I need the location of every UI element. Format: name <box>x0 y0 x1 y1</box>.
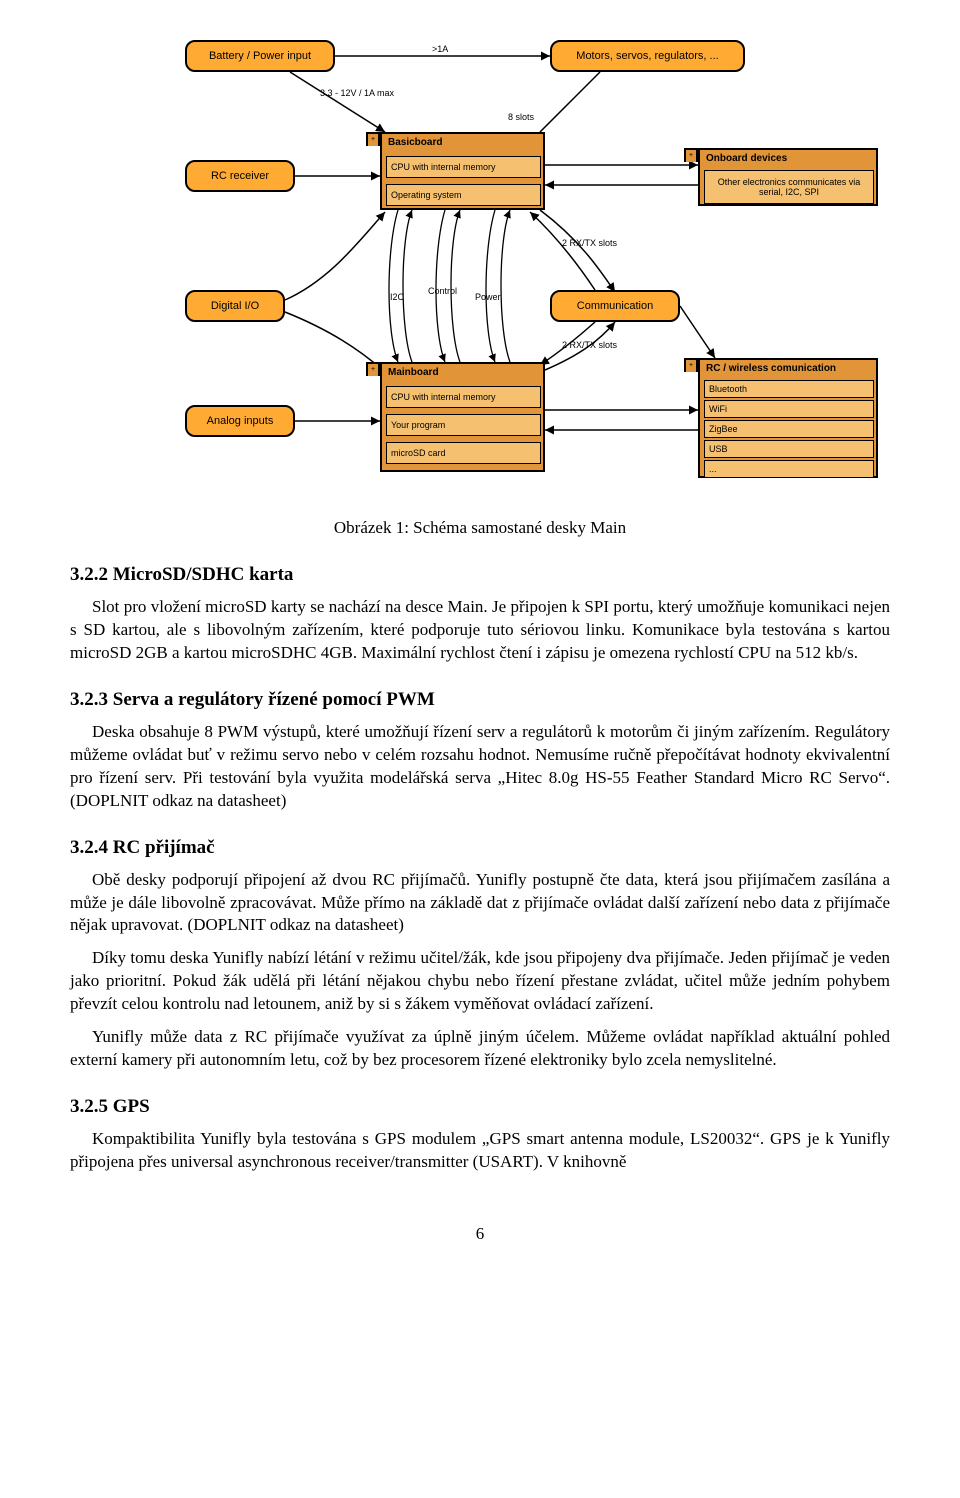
paragraph: Obě desky podporují připojení až dvou RC… <box>70 869 890 938</box>
group-basicboard: Basicboard CPU with internal memory Opera… <box>380 132 545 210</box>
node-rc: RC receiver <box>185 160 295 192</box>
paragraph: Slot pro vložení microSD karty se nacház… <box>70 596 890 665</box>
section-heading: 3.2.5 GPS <box>70 1096 890 1118</box>
group-inner-row: CPU with internal memory <box>386 386 541 408</box>
paragraph: Kompaktibilita Yunifly byla testována s … <box>70 1128 890 1174</box>
group-rcwireless: RC / wireless comunication Bluetooth WiFi… <box>698 358 878 478</box>
edge-label: >1A <box>432 44 448 54</box>
page-number: 6 <box>70 1224 890 1244</box>
group-title: RC / wireless comunication <box>706 363 836 374</box>
section-heading: 3.2.3 Serva a regulátory řízené pomocí P… <box>70 689 890 711</box>
section-heading: 3.2.4 RC přijímač <box>70 837 890 859</box>
edge-label: I2C <box>390 292 404 302</box>
group-inner-row: USB <box>704 440 874 458</box>
node-label: Communication <box>577 300 653 312</box>
group-tab: + <box>366 132 380 146</box>
node-label: Analog inputs <box>207 415 274 427</box>
node-analog: Analog inputs <box>185 405 295 437</box>
group-tab: + <box>684 358 698 372</box>
node-label: Motors, servos, regulators, ... <box>576 50 718 62</box>
group-onboard: Onboard devices Other electronics commun… <box>698 148 878 206</box>
section-heading: 3.2.2 MicroSD/SDHC karta <box>70 564 890 586</box>
edge-label: Power <box>475 292 501 302</box>
edge-label: 2 RX/TX slots <box>562 340 617 350</box>
node-label: Battery / Power input <box>209 50 311 62</box>
node-battery: Battery / Power input <box>185 40 335 72</box>
group-inner-row: WiFi <box>704 400 874 418</box>
group-title: Onboard devices <box>706 153 787 164</box>
group-title: Mainboard <box>388 367 439 378</box>
group-inner-row: Bluetooth <box>704 380 874 398</box>
node-label: RC receiver <box>211 170 269 182</box>
group-inner-row: Your program <box>386 414 541 436</box>
group-tab: + <box>684 148 698 162</box>
paragraph: Deska obsahuje 8 PWM výstupů, které umož… <box>70 721 890 813</box>
group-title: Basicboard <box>388 137 442 148</box>
node-communication: Communication <box>550 290 680 322</box>
group-mainboard: Mainboard CPU with internal memory Your p… <box>380 362 545 472</box>
group-inner-row: ZigBee <box>704 420 874 438</box>
figure-caption: Obrázek 1: Schéma samostané desky Main <box>70 518 890 538</box>
group-inner-row: microSD card <box>386 442 541 464</box>
edge-label: Control <box>428 286 457 296</box>
group-inner-row: Operating system <box>386 184 541 206</box>
paragraph: Díky tomu deska Yunifly nabízí létání v … <box>70 947 890 1016</box>
group-tab: + <box>366 362 380 376</box>
node-digital: Digital I/O <box>185 290 285 322</box>
schema-diagram: Battery / Power input Motors, servos, re… <box>70 40 890 500</box>
group-inner-row: ... <box>704 460 874 478</box>
edge-label: 8 slots <box>508 112 534 122</box>
edge-label: 2 RX/TX slots <box>562 238 617 248</box>
paragraph: Yunifly může data z RC přijímače využíva… <box>70 1026 890 1072</box>
edge-label: 3.3 - 12V / 1A max <box>320 88 394 98</box>
group-inner-row: Other electronics communicates via seria… <box>704 170 874 204</box>
node-motors: Motors, servos, regulators, ... <box>550 40 745 72</box>
node-label: Digital I/O <box>211 300 259 312</box>
group-inner-row: CPU with internal memory <box>386 156 541 178</box>
